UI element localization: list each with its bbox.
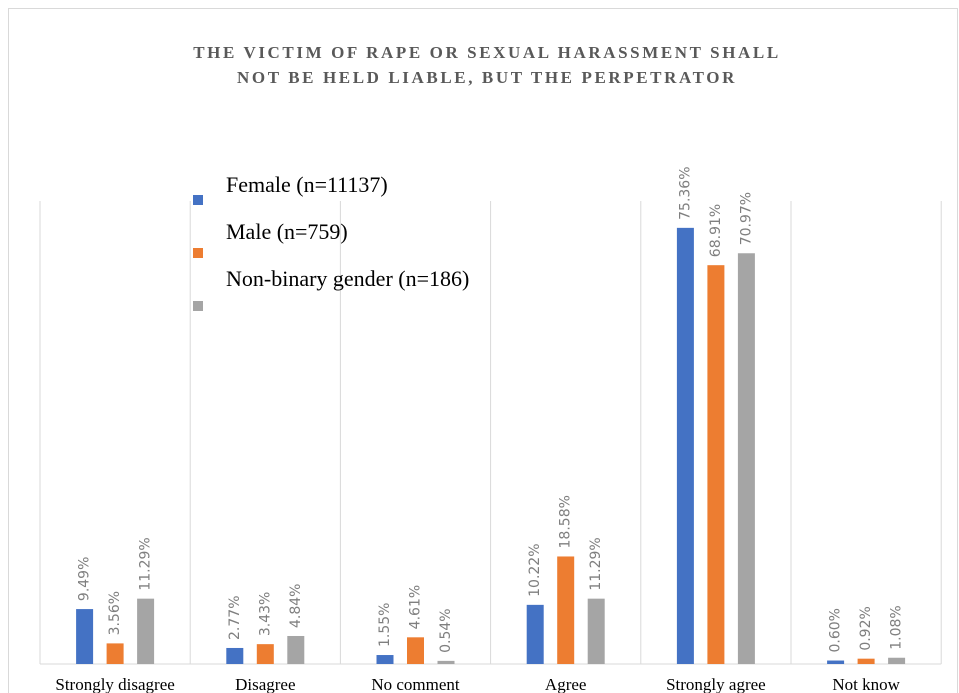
value-label: 10.22% (527, 543, 543, 596)
bar (226, 647, 244, 664)
bar (256, 644, 274, 664)
value-label: 3.43% (257, 592, 273, 636)
value-label: 0.54% (438, 608, 454, 652)
value-label: 0.60% (828, 608, 844, 652)
bar (376, 655, 394, 664)
legend-swatch (193, 195, 203, 205)
bar (857, 658, 875, 664)
x-tick-label: Agree (545, 675, 587, 693)
value-label: 4.61% (408, 585, 424, 629)
value-label: 68.91% (708, 204, 724, 257)
x-tick-label: No comment (371, 675, 460, 693)
bar (676, 227, 694, 664)
bar (287, 635, 305, 664)
chart-border (8, 8, 958, 693)
bar (557, 556, 575, 664)
bar (407, 637, 424, 664)
bar (827, 660, 845, 664)
legend-swatch (193, 248, 203, 258)
value-label: 11.29% (138, 537, 154, 590)
legend-label: Non-binary gender (n=186) (226, 266, 469, 291)
legend-label: Female (n=11137) (226, 172, 388, 197)
value-label: 3.56% (107, 591, 123, 635)
value-label: 9.49% (77, 557, 93, 601)
bar (707, 265, 725, 664)
bar (137, 598, 155, 664)
value-label: 2.77% (227, 595, 243, 639)
value-label: 18.58% (558, 495, 574, 548)
x-tick-label: Strongly agree (666, 675, 766, 693)
x-tick-label: Not know (832, 675, 900, 693)
value-label: 11.29% (588, 537, 604, 590)
legend-swatch (193, 301, 203, 311)
value-label: 4.84% (288, 584, 304, 628)
chart-title: THE VICTIM OF RAPE OR SEXUAL HARASSMENT … (193, 43, 781, 62)
value-label: 70.97% (738, 192, 754, 245)
value-label: 0.92% (858, 606, 874, 650)
x-tick-label: Disagree (235, 675, 295, 693)
x-tick-label: Strongly disagree (55, 675, 174, 693)
bar (737, 253, 755, 665)
value-label: 1.08% (889, 605, 905, 649)
bar (76, 609, 94, 664)
chart-title: NOT BE HELD LIABLE, BUT THE PERPETRATOR (237, 68, 737, 87)
bar (106, 643, 124, 664)
bar (437, 660, 455, 664)
value-label: 1.55% (377, 603, 393, 647)
bar (888, 657, 906, 664)
value-label: 75.36% (677, 166, 693, 219)
bar (526, 604, 544, 664)
legend-label: Male (n=759) (226, 219, 348, 244)
bar (587, 598, 605, 664)
